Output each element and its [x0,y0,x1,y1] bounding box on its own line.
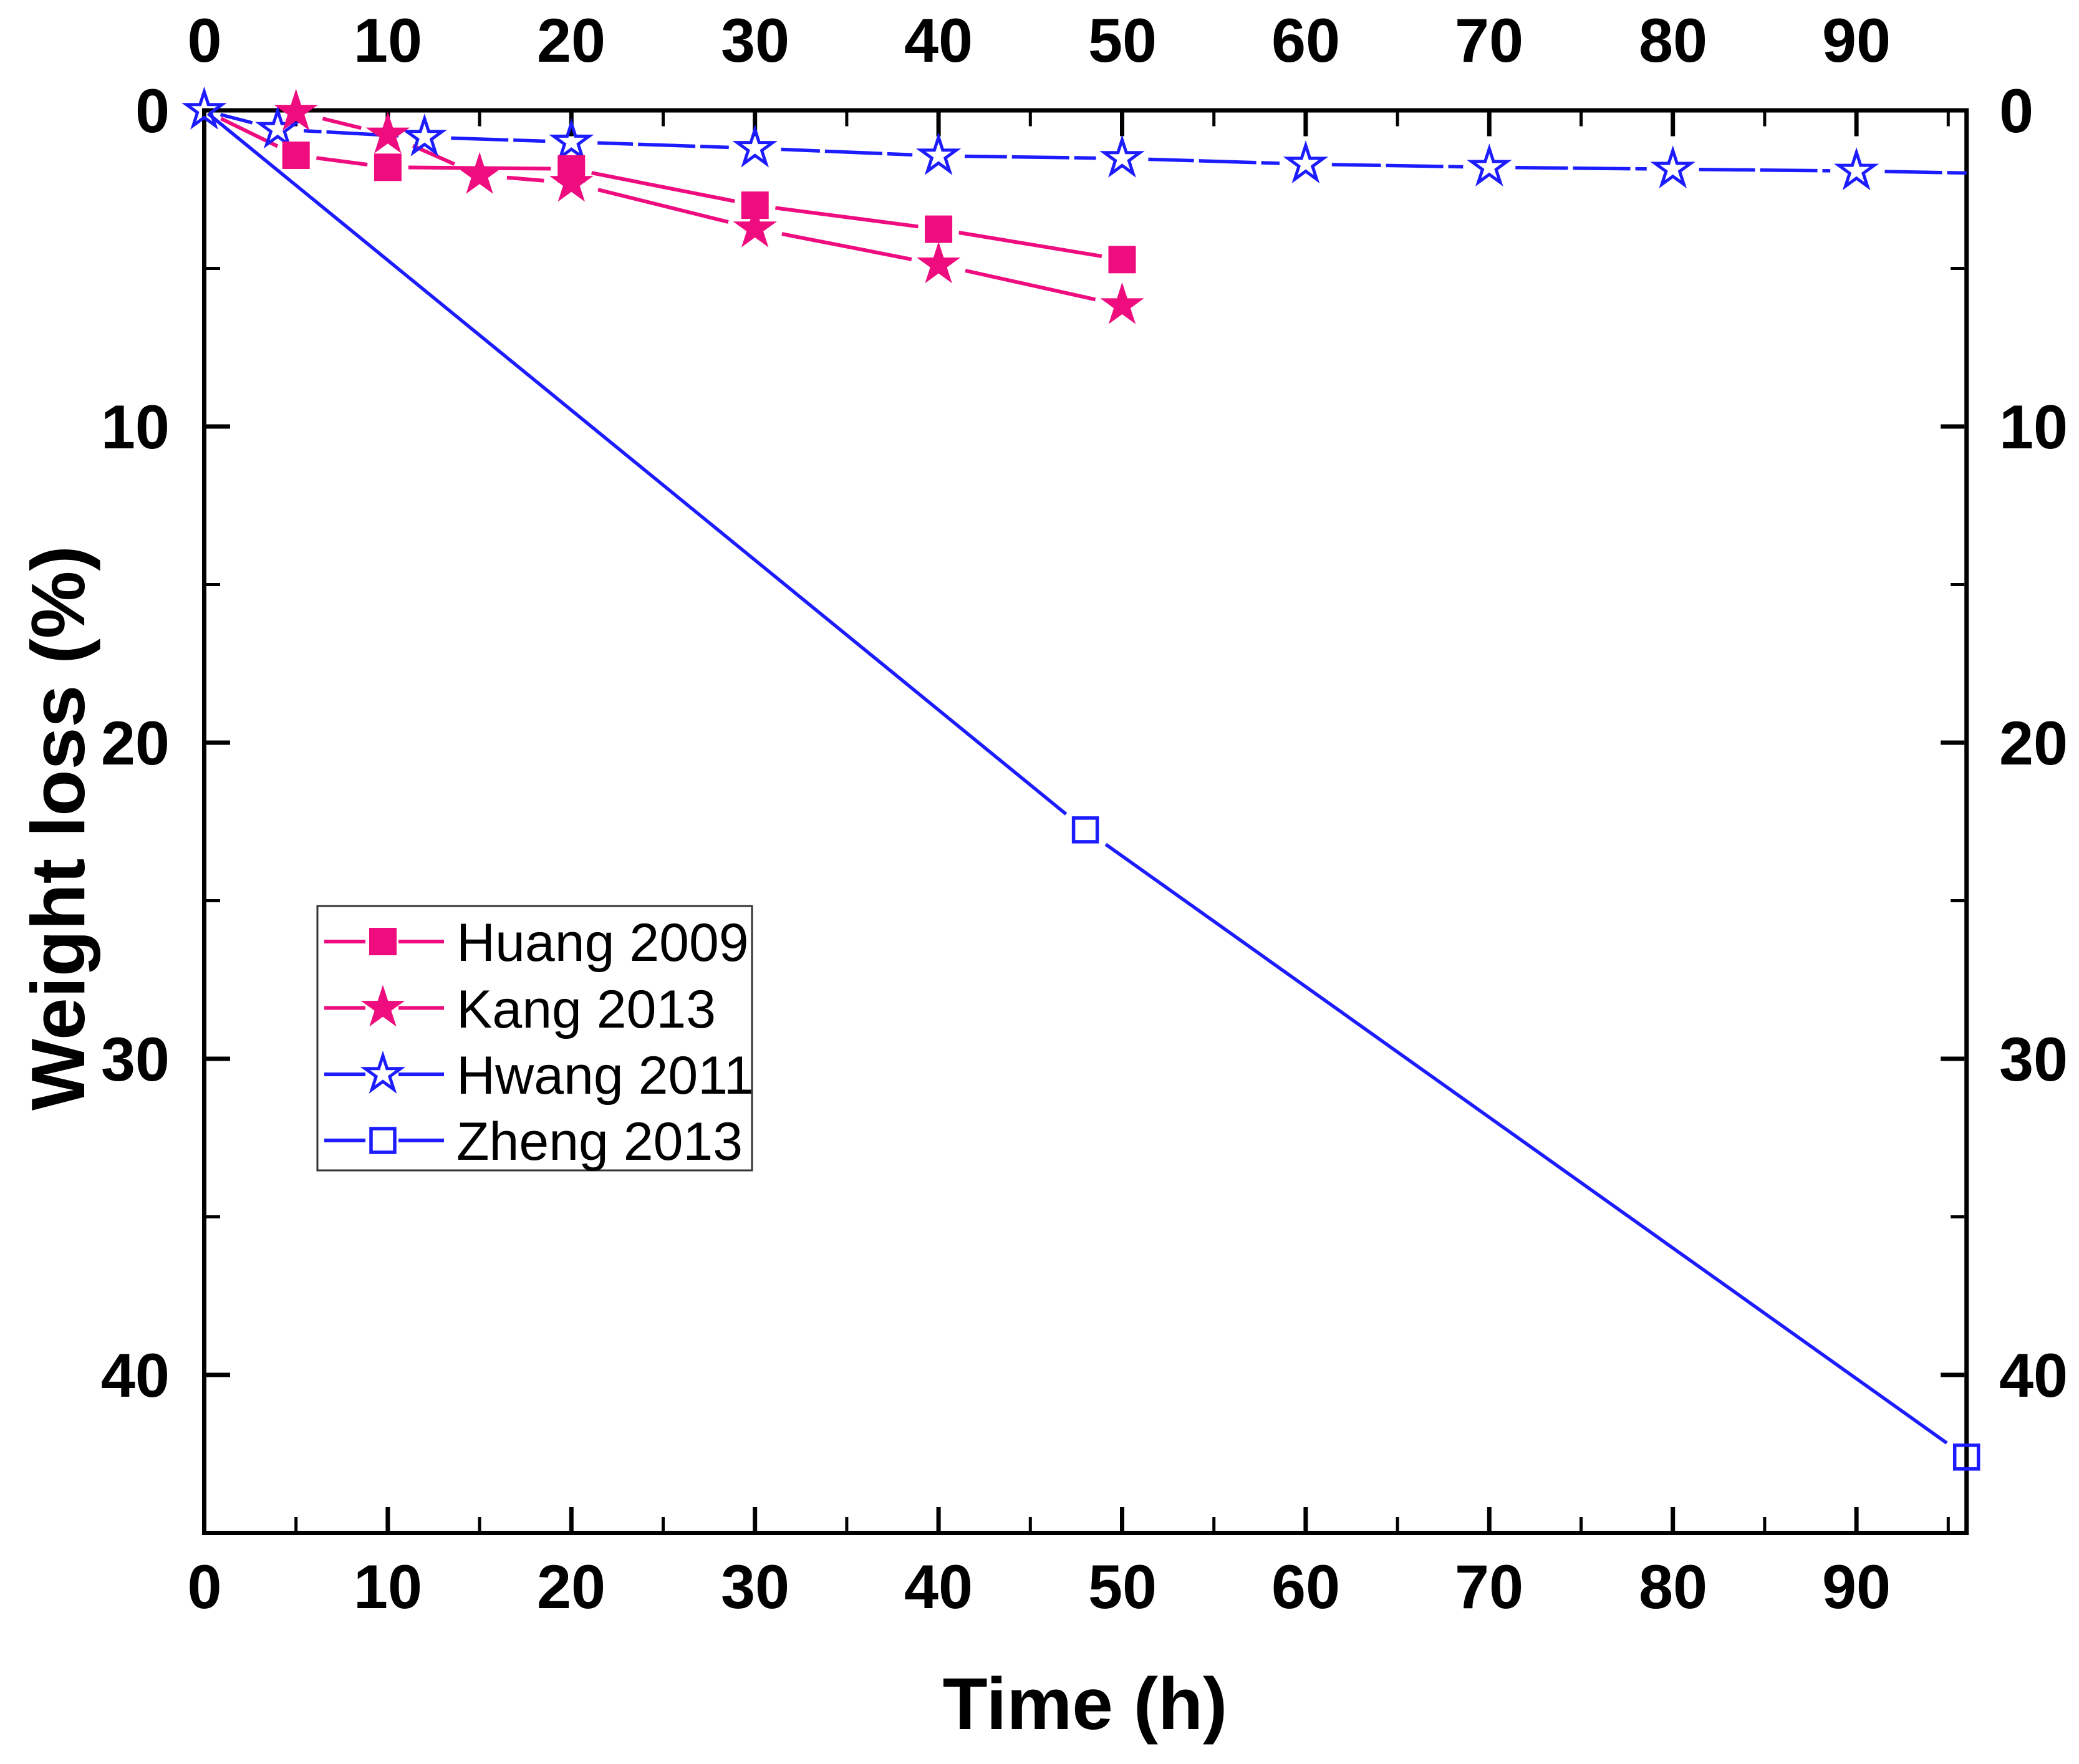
svg-text:0: 0 [187,6,221,75]
svg-text:Zheng 2013: Zheng 2013 [456,1112,743,1172]
svg-text:0: 0 [135,76,170,145]
svg-text:0: 0 [187,1552,221,1621]
svg-text:70: 70 [1455,1552,1523,1621]
svg-text:0: 0 [1999,76,2033,145]
svg-text:10: 10 [354,1552,422,1621]
svg-text:90: 90 [1822,6,1891,75]
svg-text:40: 40 [904,1552,973,1621]
svg-text:20: 20 [101,708,170,778]
svg-text:40: 40 [1999,1341,2068,1410]
svg-text:50: 50 [1088,6,1157,75]
svg-text:40: 40 [101,1341,170,1410]
svg-text:20: 20 [537,1552,605,1621]
svg-text:Kang 2013: Kang 2013 [456,980,716,1039]
svg-text:60: 60 [1271,6,1340,75]
svg-text:20: 20 [1999,708,2068,778]
svg-text:30: 30 [1999,1024,2068,1094]
svg-text:60: 60 [1271,1552,1340,1621]
svg-text:20: 20 [537,6,605,75]
svg-text:70: 70 [1455,6,1523,75]
svg-text:80: 80 [1639,1552,1707,1621]
svg-text:80: 80 [1639,6,1707,75]
svg-text:10: 10 [101,392,170,461]
svg-text:10: 10 [354,6,422,75]
svg-text:30: 30 [721,1552,789,1621]
svg-text:90: 90 [1822,1552,1891,1621]
svg-text:40: 40 [904,6,973,75]
svg-text:Huang 2009: Huang 2009 [456,913,749,973]
svg-text:Time (h): Time (h) [943,1663,1228,1745]
svg-text:30: 30 [101,1024,170,1094]
svg-text:30: 30 [721,6,789,75]
svg-text:Hwang 2011: Hwang 2011 [456,1046,754,1106]
svg-text:Weight loss (%): Weight loss (%) [16,546,100,1111]
svg-text:10: 10 [1999,392,2068,461]
svg-text:50: 50 [1088,1552,1157,1621]
